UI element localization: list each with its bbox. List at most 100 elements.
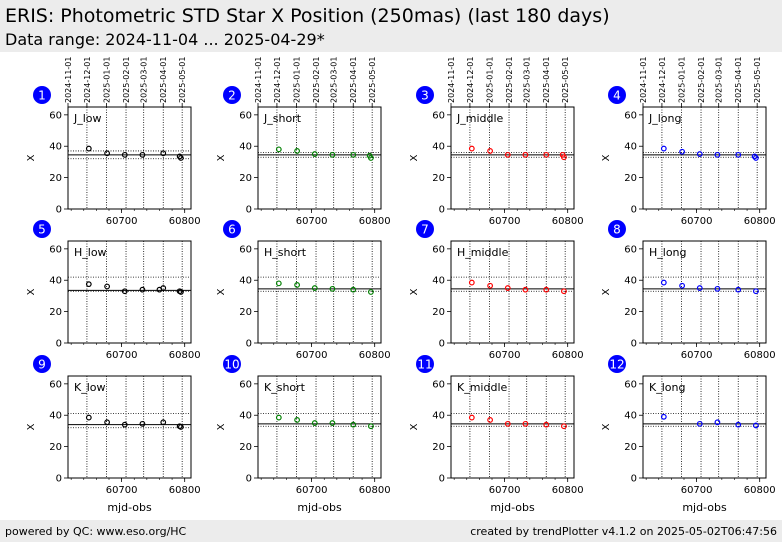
x-tick-label: 60800 [744, 350, 776, 361]
x-tick-label: 60800 [552, 485, 584, 496]
data-point [487, 148, 494, 154]
data-point [160, 150, 167, 157]
panel-number-badge [223, 86, 241, 104]
data-point [329, 151, 336, 158]
data-point [104, 283, 111, 290]
date-tick-label: 2025-01-01 [677, 57, 686, 104]
data-point [696, 151, 703, 157]
data-point [660, 413, 667, 420]
panel-label: J_middle [456, 112, 504, 125]
panel-number-badge [416, 86, 434, 104]
x-axis-label: mjd-obs [297, 501, 342, 514]
y-axis-label: X [26, 288, 37, 295]
date-tick-label: 2025-01-01 [102, 57, 111, 104]
y-tick-label: 0 [631, 205, 637, 216]
panel-number-badge [416, 220, 434, 238]
data-point [561, 288, 567, 295]
date-tick-label: 2025-04-01 [159, 57, 168, 104]
y-tick-label: 0 [56, 205, 62, 216]
data-point [468, 145, 475, 152]
y-axis-label: X [26, 423, 37, 430]
plot-frame [67, 375, 192, 479]
x-tick-label: 60800 [169, 485, 201, 496]
data-point [294, 417, 301, 423]
y-tick-label: 20 [49, 307, 62, 318]
y-tick-label: 60 [49, 110, 62, 121]
footer-created: created by trendPlotter v4.1.2 on 2025-0… [470, 525, 777, 538]
data-point [543, 421, 550, 428]
y-tick-label: 60 [49, 379, 62, 390]
data-point [696, 420, 703, 427]
panel-number-badge [223, 355, 241, 373]
y-axis-label: X [409, 288, 420, 295]
y-tick-label: 60 [432, 244, 445, 255]
data-point [468, 414, 475, 421]
plot-frame [67, 240, 192, 344]
y-tick-label: 40 [624, 142, 637, 153]
y-tick-label: 0 [246, 339, 252, 350]
date-tick-label: 2025-05-01 [753, 57, 762, 104]
data-point [504, 420, 511, 427]
x-tick-label: 60700 [681, 485, 713, 496]
y-tick-label: 40 [239, 411, 252, 422]
plot-frame [257, 240, 382, 344]
y-tick-label: 40 [49, 276, 62, 287]
panel-number: 11 [417, 358, 432, 372]
panel-label: H_middle [457, 246, 509, 259]
y-tick-label: 60 [239, 244, 252, 255]
plot-frame [257, 106, 382, 210]
date-tick-label: 2025-04-01 [349, 57, 358, 104]
date-tick-label: 2024-11-01 [447, 57, 456, 104]
plot-frame [642, 240, 767, 344]
y-tick-label: 60 [432, 110, 445, 121]
date-tick-label: 2024-12-01 [83, 57, 92, 104]
data-point [714, 285, 721, 292]
x-tick-label: 60700 [489, 350, 521, 361]
x-tick-label: 60700 [106, 350, 138, 361]
panel-number-badge [608, 355, 626, 373]
data-point [753, 155, 759, 161]
plot-frame [450, 375, 575, 479]
x-tick-label: 60700 [489, 485, 521, 496]
data-point [679, 282, 686, 289]
data-point [294, 148, 301, 154]
date-tick-label: 2025-02-01 [697, 57, 706, 104]
y-axis-label: X [409, 423, 420, 430]
x-tick-label: 60800 [744, 485, 776, 496]
data-point [468, 279, 475, 286]
y-tick-label: 0 [246, 474, 252, 485]
x-tick-label: 60700 [106, 485, 138, 496]
data-point [368, 423, 374, 430]
x-tick-label: 60800 [169, 216, 201, 227]
y-tick-label: 0 [246, 205, 252, 216]
panel-label: K_long [649, 381, 685, 394]
x-tick-label: 60700 [681, 350, 713, 361]
y-tick-label: 20 [624, 173, 637, 184]
y-tick-label: 20 [432, 173, 445, 184]
y-axis-label: X [216, 154, 227, 161]
panel-number: 2 [228, 89, 236, 103]
data-point [543, 151, 550, 158]
data-point [160, 285, 167, 291]
data-point [522, 151, 529, 158]
panel-number: 12 [609, 358, 624, 372]
panel-number: 10 [224, 358, 239, 372]
panel-number: 6 [228, 223, 236, 237]
x-tick-label: 60800 [359, 216, 391, 227]
y-tick-label: 40 [432, 411, 445, 422]
x-tick-label: 60800 [359, 485, 391, 496]
data-point [85, 145, 92, 152]
panel-number-badge [33, 220, 51, 238]
data-point [735, 421, 742, 428]
y-axis-label: X [601, 154, 612, 161]
plot-frame [257, 375, 382, 479]
date-tick-label: 2025-02-01 [312, 57, 321, 104]
y-tick-label: 20 [49, 442, 62, 453]
y-tick-label: 0 [56, 339, 62, 350]
panel-label: J_long [648, 112, 681, 125]
y-tick-label: 20 [624, 307, 637, 318]
x-axis-label: mjd-obs [107, 501, 152, 514]
page-title: ERIS: Photometric STD Star X Position (2… [5, 5, 610, 27]
date-tick-label: 2025-01-01 [292, 57, 301, 104]
date-tick-label: 2025-03-01 [330, 57, 339, 104]
